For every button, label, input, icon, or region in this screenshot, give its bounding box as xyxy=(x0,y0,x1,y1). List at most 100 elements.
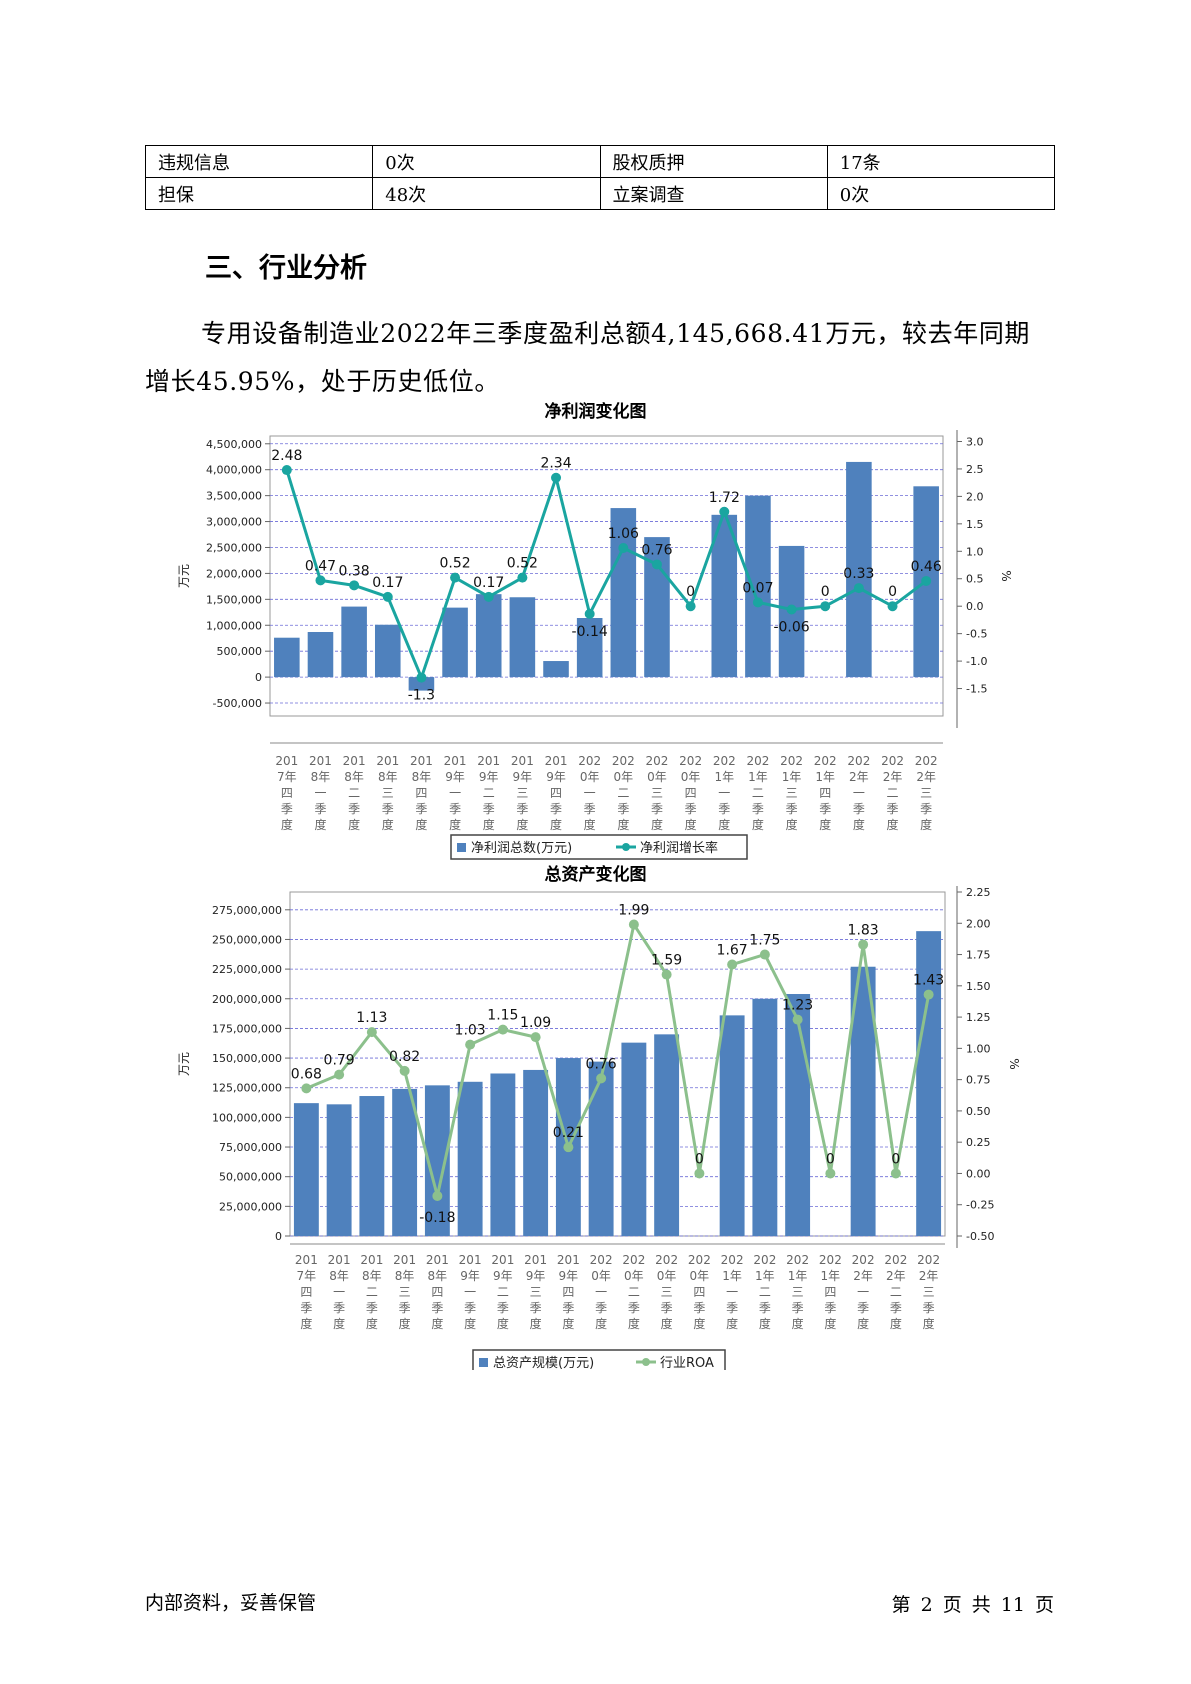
x-tick-label-line: 2年 xyxy=(883,770,903,784)
bar xyxy=(274,637,300,678)
x-tick-label-line: 0年 xyxy=(591,1269,611,1283)
table-cell: 0次 xyxy=(826,177,1056,210)
y-tick-label: 150,000,000 xyxy=(212,1052,282,1065)
x-tick-label-line: 9年 xyxy=(493,1269,513,1283)
x-tick-label: 202 1年一季度 xyxy=(713,754,736,832)
x-tick-label-line: 202 xyxy=(646,754,669,768)
x-tick-label-line: 三 xyxy=(399,1285,411,1299)
y-tick-label: 500,000 xyxy=(217,645,263,658)
y-tick-label: 3,000,000 xyxy=(206,516,262,529)
x-tick-label: 202 0年一季度 xyxy=(578,754,601,832)
x-tick-label-line: 度 xyxy=(314,817,326,832)
x-tick-label-line: 度 xyxy=(857,1316,869,1331)
x-tick-label-line: 度 xyxy=(464,1316,476,1331)
x-tick-label-line: 9年 xyxy=(559,1269,579,1283)
data-point xyxy=(727,959,738,970)
bar xyxy=(307,632,334,678)
x-tick-label-line: 季 xyxy=(923,1301,935,1315)
x-tick-label: 201 7年四季度 xyxy=(295,1253,318,1331)
x-tick-label: 201 9年四季度 xyxy=(557,1253,580,1331)
x-tick-label-line: 201 xyxy=(360,1253,383,1267)
x-tick-label-line: 四 xyxy=(824,1285,836,1299)
x-tick-label-line: 四 xyxy=(685,786,697,800)
x-tick-label: 202 2年一季度 xyxy=(847,754,870,832)
x-tick-label-line: 2年 xyxy=(916,770,936,784)
x-tick-label-line: 度 xyxy=(497,1316,509,1331)
x-tick-label-line: 8年 xyxy=(412,770,432,784)
x-tick-label-line: 季 xyxy=(516,802,528,816)
x-tick-label-line: 202 xyxy=(713,754,736,768)
x-tick-label-line: 度 xyxy=(887,817,899,832)
x-tick-label-line: 四 xyxy=(550,786,562,800)
x-tick-label-line: 季 xyxy=(464,1301,476,1315)
x-tick-label-line: 季 xyxy=(792,1301,804,1315)
data-point xyxy=(432,1190,443,1201)
x-tick-label-line: 季 xyxy=(281,802,293,816)
bar xyxy=(610,508,637,678)
x-tick-label-line: 一 xyxy=(584,786,596,800)
bar xyxy=(543,661,569,678)
x-tick-label-line: 9年 xyxy=(546,770,566,784)
bar xyxy=(621,1042,647,1236)
x-tick-label-line: 度 xyxy=(661,1316,673,1331)
data-label: 1.09 xyxy=(520,1015,551,1031)
y-axis-title: 万元 xyxy=(177,564,191,588)
x-tick-label-line: 季 xyxy=(752,802,764,816)
x-tick-label-line: 季 xyxy=(726,1301,738,1315)
x-tick-label-line: 201 xyxy=(328,1253,351,1267)
legend-box xyxy=(472,1349,726,1370)
bar xyxy=(745,495,771,678)
x-tick-label-line: 201 xyxy=(376,754,399,768)
bar xyxy=(490,1073,516,1236)
y-tick-label: 250,000,000 xyxy=(212,933,282,946)
data-label: 0.68 xyxy=(291,1066,322,1082)
x-tick-label-line: 8年 xyxy=(329,1269,349,1283)
y2-tick-label: -0.5 xyxy=(966,628,987,641)
x-tick-label-line: 度 xyxy=(819,817,831,832)
x-tick-label-line: 201 xyxy=(511,754,534,768)
x-tick-label: 202 0年三季度 xyxy=(655,1253,678,1331)
x-tick-label-line: 202 xyxy=(847,754,870,768)
data-label: 0.46 xyxy=(911,559,942,575)
y2-tick-label: -1.0 xyxy=(966,655,987,668)
x-tick-label-line: 0年 xyxy=(624,1269,644,1283)
x-tick-label: 201 8年一季度 xyxy=(328,1253,351,1331)
data-point xyxy=(584,608,595,619)
x-tick-label-line: 201 xyxy=(524,1253,547,1267)
x-tick-label-line: 202 xyxy=(655,1253,678,1267)
x-tick-label: 201 9年二季度 xyxy=(491,1253,514,1331)
x-tick-label: 202 2年三季度 xyxy=(917,1253,940,1331)
section-title: 三、行业分析 xyxy=(205,253,367,284)
x-tick-label-line: 202 xyxy=(917,1253,940,1267)
total-assets-chart: 0 25,000,000 50,000,000 75,000,000 100,000,0… xyxy=(177,886,1021,1370)
x-tick-label-line: 度 xyxy=(853,817,865,832)
x-tick-label-line: 度 xyxy=(300,1316,312,1331)
x-tick-label-line: 2年 xyxy=(849,770,869,784)
x-tick-label-line: 三 xyxy=(786,786,798,800)
x-tick-label: 202 1年三季度 xyxy=(780,754,803,832)
x-tick-label-line: 202 xyxy=(884,1253,907,1267)
x-tick-label-line: 二 xyxy=(887,786,899,800)
x-tick-label-line: 202 xyxy=(753,1253,776,1267)
chart-title-total-assets: 总资产变化图 xyxy=(544,865,647,885)
data-label: 0.17 xyxy=(473,575,504,591)
data-label: 1.03 xyxy=(455,1023,486,1039)
data-point xyxy=(301,1083,312,1094)
x-tick-label-line: 度 xyxy=(281,817,293,832)
y-tick-label: 75,000,000 xyxy=(219,1141,282,1154)
data-label: 1.67 xyxy=(717,943,748,959)
footer-confidential-note: 内部资料，妥善保管 xyxy=(145,1592,317,1614)
data-label: 0.33 xyxy=(843,566,874,582)
x-tick-label-line: 度 xyxy=(685,817,697,832)
x-tick-label-line: 季 xyxy=(562,1301,574,1315)
data-label: 1.23 xyxy=(782,998,813,1014)
y-tick-label: 50,000,000 xyxy=(219,1171,282,1184)
x-tick-label: 201 9年三季度 xyxy=(524,1253,547,1331)
x-tick-label-line: 度 xyxy=(399,1316,411,1331)
x-tick-label-line: 202 xyxy=(819,1253,842,1267)
bar xyxy=(916,931,942,1236)
table-cell: 0次 xyxy=(372,145,601,178)
table-cell: 股权质押 xyxy=(599,145,828,178)
y2-tick-label: 2.00 xyxy=(966,917,991,930)
x-tick-label-line: 201 xyxy=(393,1253,416,1267)
